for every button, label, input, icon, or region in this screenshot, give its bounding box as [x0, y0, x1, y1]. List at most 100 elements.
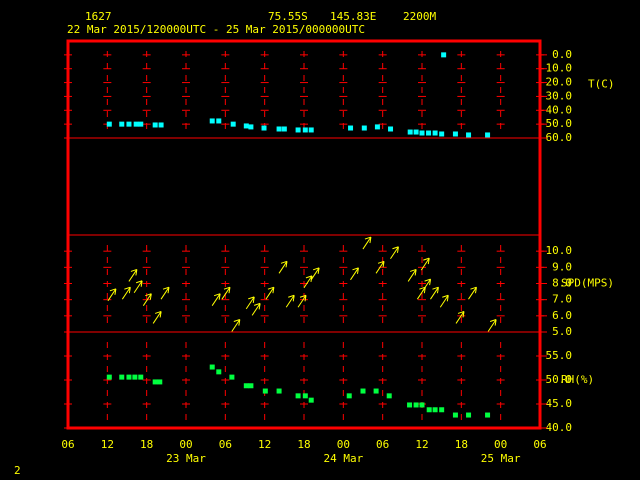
period: 22 Mar 2015/120000UTC - 25 Mar 2015/0000… [67, 23, 365, 36]
elevation: 2200M [403, 10, 436, 23]
point [413, 129, 419, 135]
date-label: 24 Mar [323, 452, 363, 465]
point [439, 131, 445, 137]
wind-arrow [420, 257, 430, 271]
wind-arrow [133, 280, 143, 294]
point [248, 383, 254, 389]
point [361, 125, 367, 131]
y-tick-label: 9.0 [552, 260, 572, 273]
point [106, 121, 112, 127]
wind-arrow [107, 288, 117, 302]
point [419, 402, 425, 408]
point [426, 407, 432, 413]
wind-arrow [160, 286, 170, 300]
point [276, 126, 282, 132]
y-tick-label: -40.0 [539, 103, 572, 116]
point [262, 388, 268, 394]
x-tick-label: 06 [61, 438, 74, 451]
y-tick-label: 55.0 [546, 349, 573, 362]
y-tick-label: -20.0 [539, 76, 572, 89]
axis-label: RH(%) [561, 373, 594, 386]
x-tick-label: 18 [297, 438, 310, 451]
point [152, 379, 158, 385]
axis-label: SPD(MPS) [561, 277, 614, 290]
point [452, 412, 458, 418]
wind-arrow [487, 319, 497, 332]
point [230, 121, 236, 127]
point [138, 374, 144, 380]
y-tick-label: 6.0 [552, 309, 572, 322]
station-id: 1627 [85, 10, 112, 23]
wind-arrow [407, 268, 417, 282]
point [308, 127, 314, 133]
date-label: 25 Mar [481, 452, 521, 465]
point [243, 383, 249, 389]
point [413, 402, 419, 408]
x-tick-label: 00 [337, 438, 350, 451]
wind-arrow [362, 236, 372, 250]
x-tick-label: 12 [415, 438, 428, 451]
y-tick-label: -50.0 [539, 117, 572, 130]
wind-arrow [297, 294, 307, 308]
x-tick-label: 18 [140, 438, 153, 451]
point [374, 124, 380, 130]
point [432, 130, 438, 136]
point [157, 379, 163, 385]
point [295, 393, 301, 399]
point [229, 374, 235, 380]
y-tick-label: -30.0 [539, 89, 572, 102]
point [119, 374, 125, 380]
x-tick-label: 00 [179, 438, 192, 451]
point [216, 118, 222, 124]
point [302, 393, 308, 399]
y-tick-label: 45.0 [546, 397, 573, 410]
wind-arrow [121, 286, 131, 300]
x-tick-label: 12 [258, 438, 271, 451]
point [466, 412, 472, 418]
wind-arrow [245, 296, 255, 310]
point [360, 388, 366, 394]
y-tick-label: -60.0 [539, 131, 572, 144]
wind-arrow [455, 310, 465, 324]
wind-arrow [152, 310, 162, 324]
point [152, 122, 158, 128]
wind-arrow [390, 246, 399, 260]
wind-arrow [251, 302, 261, 316]
y-tick-label: 7.0 [552, 293, 572, 306]
point [106, 374, 112, 380]
point [373, 388, 379, 394]
point [308, 397, 314, 403]
point [216, 369, 222, 375]
point [485, 132, 491, 138]
point [407, 402, 413, 408]
wind-arrow [128, 268, 138, 282]
y-tick-label: 5.0 [552, 325, 572, 338]
point [388, 126, 394, 132]
point [302, 127, 308, 133]
wind-arrow [231, 319, 241, 332]
point [248, 124, 254, 130]
point [261, 125, 267, 131]
point [432, 407, 438, 413]
point [126, 374, 132, 380]
wind-arrow [265, 286, 275, 300]
point [295, 127, 301, 133]
wind-arrow [303, 275, 313, 289]
point [243, 123, 249, 129]
date-label: 23 Mar [166, 452, 206, 465]
y-tick-label: 0.0 [552, 48, 572, 61]
point [407, 129, 413, 135]
wind-arrow [310, 267, 320, 281]
point [209, 118, 215, 124]
point [132, 374, 138, 380]
page-number: 2 [14, 464, 21, 477]
point [133, 121, 139, 127]
axis-label: T(C) [588, 78, 615, 91]
latitude: 75.55S [268, 10, 308, 23]
x-tick-label: 12 [101, 438, 114, 451]
wind-arrow [468, 286, 477, 300]
x-tick-label: 06 [533, 438, 546, 451]
longitude: 145.83E [330, 10, 376, 23]
wind-arrow [211, 293, 221, 306]
